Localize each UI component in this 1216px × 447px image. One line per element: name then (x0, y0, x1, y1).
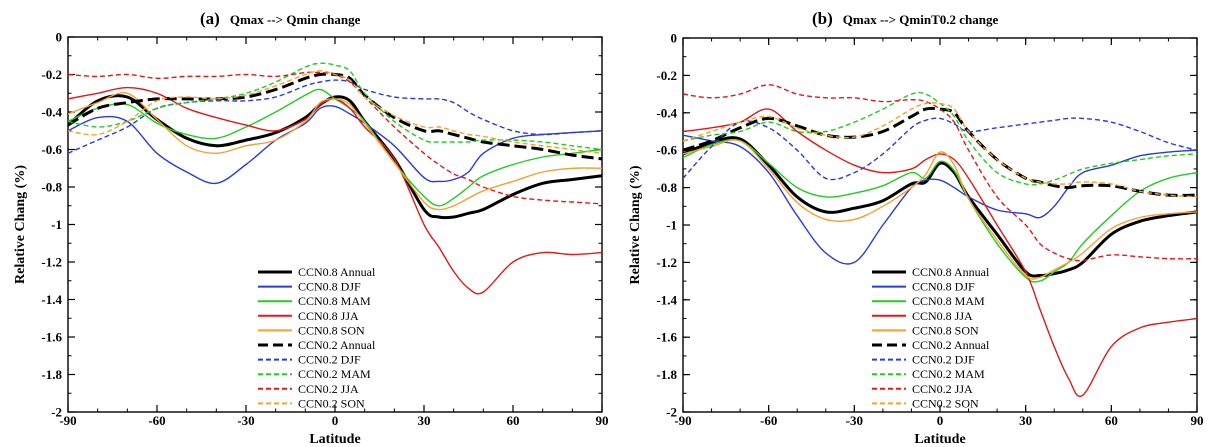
series-line-ccn0-2-mam (68, 62, 602, 151)
y-tick-label: 0 (671, 31, 678, 46)
y-tick-label: -1.6 (656, 330, 677, 345)
y-axis-label: Relative Chang (%) (628, 165, 643, 284)
x-tick-label: -90 (59, 413, 76, 428)
chart-title: Qmax --> QminT0.2 change (843, 12, 999, 27)
legend-label: CCN0.2 Annual (912, 338, 990, 352)
y-tick-label: -0.6 (656, 143, 677, 158)
chart-title: Qmax --> Qmin change (230, 12, 361, 27)
x-tick-label: 90 (1191, 413, 1204, 428)
series-line-ccn0-2-jja (68, 71, 602, 205)
x-tick-label: -30 (846, 413, 863, 428)
series-lines (683, 84, 1197, 398)
y-tick-label: -1.8 (656, 367, 677, 382)
legend-label: CCN0.8 Annual (912, 265, 990, 279)
y-axis-label: Relative Chang (%) (13, 165, 28, 284)
series-line-ccn0-2-son (68, 70, 602, 154)
y-tick-label: -0.4 (656, 105, 677, 120)
panel-label: (b) (812, 9, 833, 28)
x-tick-label: 30 (418, 413, 431, 428)
panel-heading: (b) Qmax --> QminT0.2 change (812, 9, 998, 28)
series-lines (68, 62, 602, 295)
y-tick-label: -1 (666, 218, 677, 233)
series-line-ccn0-8-annual (683, 136, 1197, 278)
legend-label: CCN0.8 DJF (298, 280, 361, 294)
x-tick-label: 30 (1019, 413, 1032, 428)
series-line-ccn0-8-djf (68, 105, 602, 185)
series-line-ccn0-8-annual (68, 94, 602, 220)
series-line-ccn0-8-son (68, 92, 602, 211)
panel-label: (a) (200, 9, 220, 28)
legend-label: CCN0.8 JJA (298, 309, 359, 323)
series-line-ccn0-2-annual (683, 106, 1197, 197)
x-tick-label: 90 (596, 413, 609, 428)
panel-heading: (a) Qmax --> Qmin change (200, 9, 361, 28)
legend-label: CCN0.8 JJA (912, 309, 973, 323)
legend-label: CCN0.2 SON (298, 396, 365, 410)
x-tick-label: -60 (760, 413, 777, 428)
legend-label: CCN0.2 SON (912, 396, 979, 410)
legend-label: CCN0.2 JJA (912, 382, 973, 396)
legend-label: CCN0.2 DJF (298, 353, 361, 367)
series-line-ccn0-8-son (683, 139, 1197, 280)
y-tick-label: -1.6 (41, 330, 62, 345)
legend-label: CCN0.8 DJF (912, 280, 975, 294)
series-line-ccn0-8-djf (683, 134, 1197, 265)
legend-label: CCN0.8 MAM (912, 294, 985, 308)
series-line-ccn0-8-mam (683, 139, 1197, 283)
x-axis-label: Latitude (309, 432, 360, 447)
y-tick-label: -1.2 (656, 255, 677, 270)
y-tick-label: -2 (51, 405, 62, 420)
x-tick-label: 0 (332, 413, 339, 428)
y-tick-label: -0.2 (41, 67, 62, 82)
series-line-ccn0-2-djf (683, 117, 1197, 181)
series-line-ccn0-2-mam (683, 91, 1197, 186)
y-tick-label: -0.8 (41, 180, 62, 195)
y-tick-label: -1.4 (41, 292, 62, 307)
y-tick-label: -1 (51, 217, 62, 232)
legend-label: CCN0.2 MAM (298, 367, 371, 381)
legend-label: CCN0.2 Annual (298, 338, 376, 352)
legend-label: CCN0.2 MAM (912, 367, 985, 381)
legend-label: CCN0.8 SON (912, 323, 979, 337)
y-tick-label: -0.6 (41, 142, 62, 157)
y-tick-label: -1.2 (41, 255, 62, 270)
y-tick-label: -1.4 (656, 292, 677, 307)
x-axis-label: Latitude (914, 432, 965, 447)
legend-label: CCN0.8 MAM (298, 294, 371, 308)
chart-panel-1: (a) Qmax --> Qmin change 0 -0.2 -0.4 -0.6 -0.8… (13, 9, 609, 447)
legend-label: CCN0.2 JJA (298, 382, 359, 396)
legend-label: CCN0.8 Annual (298, 265, 376, 279)
y-tick-label: 0 (56, 30, 63, 45)
x-tick-label: -60 (148, 413, 165, 428)
y-tick-label: -0.4 (41, 105, 62, 120)
x-tick-label: -90 (674, 413, 691, 428)
series-line-ccn0-2-annual (68, 72, 602, 161)
legend-label: CCN0.8 SON (298, 323, 365, 337)
x-tick-label: 60 (1105, 413, 1118, 428)
series-line-ccn0-2-jja (683, 84, 1197, 262)
x-tick-label: 60 (507, 413, 520, 428)
y-tick-label: -0.8 (656, 180, 677, 195)
y-tick-label: -0.2 (656, 68, 677, 83)
chart-panel-2: (b) Qmax --> QminT0.2 change 0 -0.2 -0.4 -0.6… (628, 9, 1204, 447)
y-tick-label: -1.8 (41, 367, 62, 382)
series-line-ccn0-2-son (683, 102, 1197, 198)
x-tick-label: -30 (237, 413, 254, 428)
x-tick-label: 0 (937, 413, 944, 428)
legend-label: CCN0.2 DJF (912, 353, 975, 367)
y-tick-label: -2 (666, 405, 677, 420)
